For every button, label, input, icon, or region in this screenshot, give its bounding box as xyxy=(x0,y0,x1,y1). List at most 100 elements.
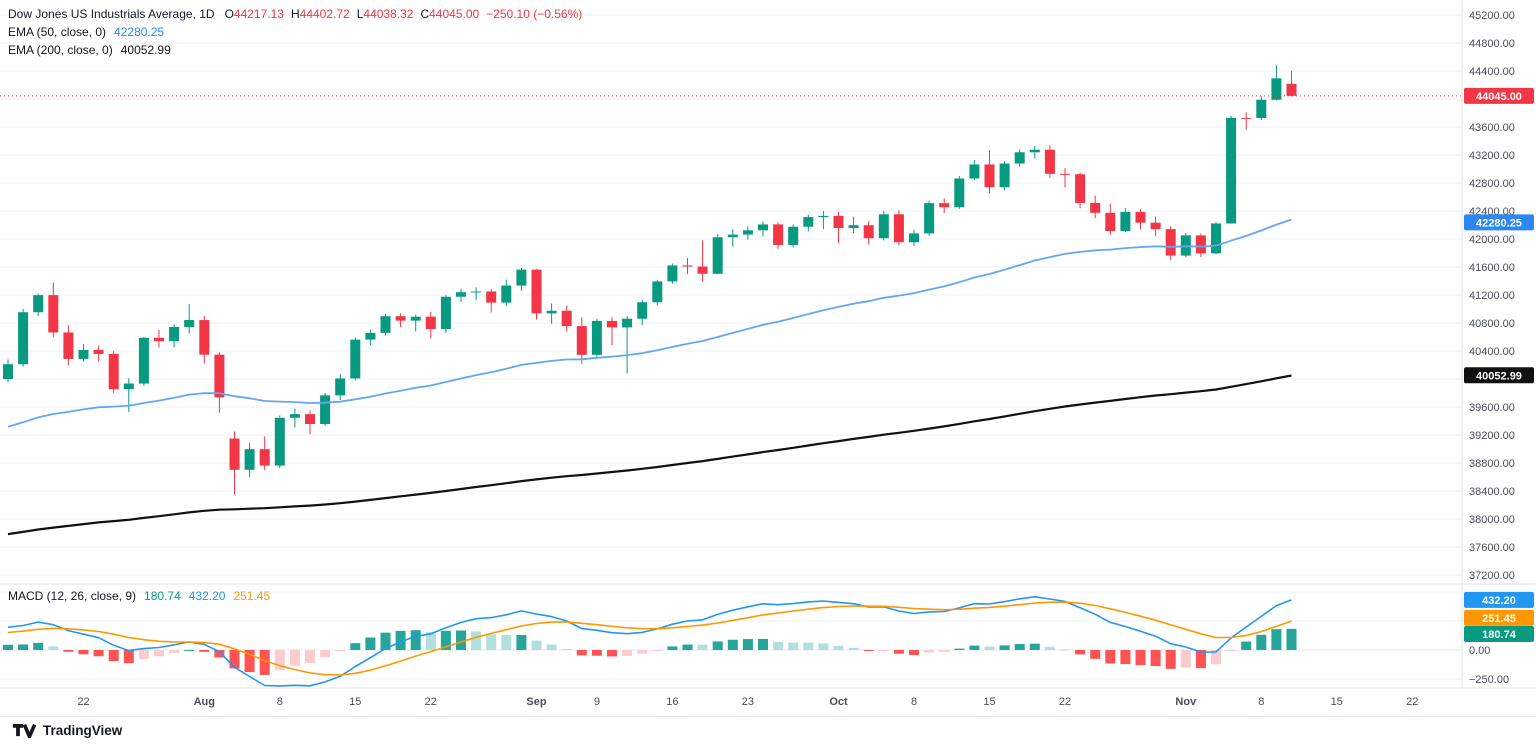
time-axis-label: Aug xyxy=(194,696,215,708)
macd-histogram-bar xyxy=(320,650,331,658)
candle-body xyxy=(1090,202,1101,213)
candle-body xyxy=(576,326,587,355)
candle-body xyxy=(667,265,678,282)
price-axis-label: 37200.00 xyxy=(1469,570,1515,582)
candle-body xyxy=(289,414,300,418)
candle-body xyxy=(1044,149,1055,174)
symbol-title[interactable]: Dow Jones US Industrials Average, 1D xyxy=(8,7,215,21)
time-axis-drag-area[interactable] xyxy=(0,688,1462,716)
price-axis-label: 44400.00 xyxy=(1469,66,1515,78)
macd-histogram-bar xyxy=(1165,650,1176,669)
macd-histogram-bar xyxy=(108,650,119,662)
price-axis-drag-area[interactable] xyxy=(1462,0,1536,688)
macd-histogram-bar xyxy=(727,639,738,650)
macd-line-value: 432.20 xyxy=(188,589,226,603)
time-axis-label: 8 xyxy=(277,696,283,708)
macd-histogram-bar xyxy=(410,630,421,650)
macd-label[interactable]: MACD (12, 26, close, 9) xyxy=(8,589,137,603)
ohlc-close: C44045.00 xyxy=(420,5,479,23)
macd-histogram-bar xyxy=(456,630,466,650)
footer: TradingView xyxy=(0,716,1536,744)
candle-body xyxy=(33,295,44,313)
ema50-label[interactable]: EMA (50, close, 0) xyxy=(8,25,107,39)
macd-line xyxy=(7,595,1292,687)
time-axis-label: 22 xyxy=(1406,696,1418,708)
candle-body xyxy=(1256,99,1267,118)
macd-histogram-bar xyxy=(33,642,44,650)
time-axis-label: 22 xyxy=(1059,696,1071,708)
candle-body xyxy=(93,349,104,354)
candle-body xyxy=(274,417,285,466)
candle-body xyxy=(924,203,935,234)
macd-histogram-bar xyxy=(667,646,678,650)
candle-body xyxy=(305,414,315,425)
candle-body xyxy=(803,217,814,227)
macd-badge-text: 432.20 xyxy=(1482,595,1516,607)
macd-histogram-bar xyxy=(622,650,633,656)
macd-histogram-bar xyxy=(1180,650,1191,668)
tradingview-logo[interactable] xyxy=(12,723,36,738)
time-axis-label: Oct xyxy=(829,696,848,708)
macd-histogram-bar xyxy=(803,642,814,650)
macd-histogram-bar xyxy=(1014,644,1025,650)
candle-body xyxy=(244,449,255,470)
ohlc-open: O44217.13 xyxy=(225,5,284,23)
symbol-row: Dow Jones US Industrials Average, 1D O44… xyxy=(8,5,582,23)
candle-body xyxy=(456,292,466,297)
candle-body xyxy=(773,224,784,245)
candle-body xyxy=(516,269,527,286)
macd-histogram-bar xyxy=(93,650,104,657)
macd-axis-label: 0.00 xyxy=(1469,645,1490,657)
macd-histogram-bar xyxy=(1256,634,1267,650)
macd-histogram-bar xyxy=(440,630,451,650)
candle-body xyxy=(154,337,164,342)
main-legend: Dow Jones US Industrials Average, 1D O44… xyxy=(8,5,582,59)
macd-histogram-bar xyxy=(169,650,180,653)
price-badge-text: 42280.25 xyxy=(1476,217,1522,229)
macd-histogram-bar xyxy=(350,643,361,650)
price-badge-bg xyxy=(1464,367,1534,384)
time-axis-label: 8 xyxy=(1258,696,1264,708)
macd-histogram-bar xyxy=(123,650,134,664)
tradingview-logo-icon xyxy=(12,723,36,738)
ema-200-line xyxy=(7,374,1292,536)
price-axis-label: 41200.00 xyxy=(1469,290,1515,302)
price-badge-text: 44045.00 xyxy=(1476,91,1522,103)
candle-body xyxy=(108,353,119,390)
price-axis-label: 39600.00 xyxy=(1469,402,1515,414)
ema200-row: EMA (200, close, 0) 40052.99 xyxy=(8,41,582,59)
macd-histogram-bar xyxy=(833,645,844,650)
candle-body xyxy=(652,281,663,303)
macd-histogram-bar xyxy=(1044,646,1055,650)
macd-badge-bg xyxy=(1464,626,1534,643)
candle-body xyxy=(229,438,240,470)
macd-histogram-bar xyxy=(199,650,210,652)
macd-histogram-bar xyxy=(48,646,59,650)
macd-histogram-bar xyxy=(712,641,723,650)
candle-body xyxy=(78,349,89,359)
candle-body xyxy=(1241,117,1252,119)
macd-histogram-bar xyxy=(742,639,753,650)
candle-body xyxy=(909,233,919,243)
price-axis-label: 43600.00 xyxy=(1469,122,1515,134)
macd-histogram-bar xyxy=(969,645,980,650)
candle-body xyxy=(335,378,346,396)
macd-histogram-bar xyxy=(607,650,617,657)
candle-body xyxy=(697,266,708,274)
chart-canvas[interactable]: 45200.0044800.0044400.0044000.0043600.00… xyxy=(0,0,1536,716)
ema200-label[interactable]: EMA (200, close, 0) xyxy=(8,43,113,57)
time-axis-label: 9 xyxy=(594,696,600,708)
candle-body xyxy=(380,316,391,333)
price-axis-label: 40400.00 xyxy=(1469,346,1515,358)
macd-histogram-bar xyxy=(546,644,557,650)
change-value: −250.10 (−0.56%) xyxy=(486,7,583,21)
macd-histogram-bar xyxy=(1150,650,1161,667)
candle-body xyxy=(1165,229,1176,256)
candle-body xyxy=(969,164,980,179)
macd-legend: MACD (12, 26, close, 9) 180.74 432.20 25… xyxy=(8,589,278,603)
candle-body xyxy=(169,326,180,342)
candle-body xyxy=(742,230,753,235)
macd-histogram-bar xyxy=(1135,650,1146,666)
macd-histogram-bar xyxy=(425,632,436,650)
